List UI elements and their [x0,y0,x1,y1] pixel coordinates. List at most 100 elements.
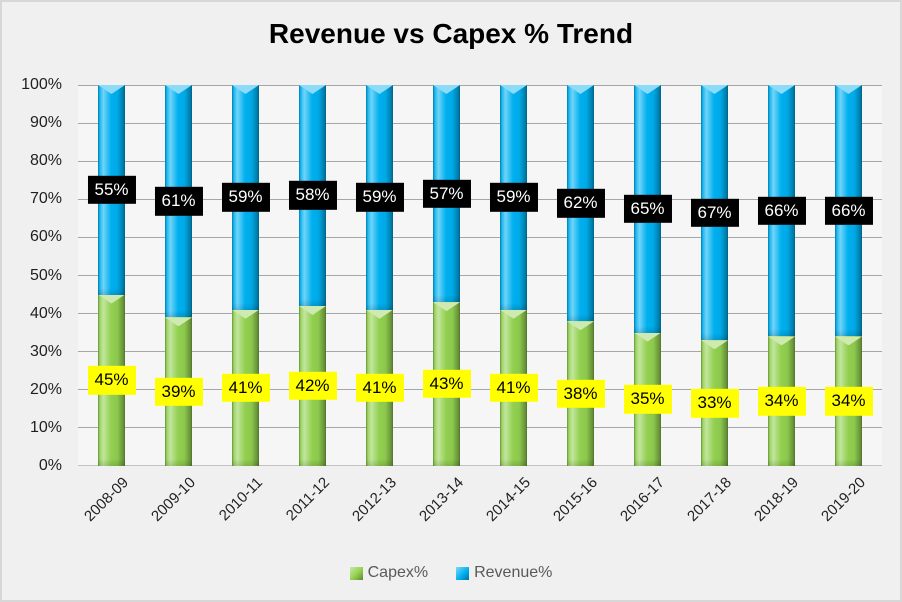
bar-bevel-highlight [433,85,460,94]
bar-bevel-highlight [768,85,795,94]
gridline [78,84,882,86]
gridline [78,122,882,124]
y-axis-tick-label: 50% [29,266,62,284]
gridline [78,313,882,315]
data-label-capex: 45% [87,366,136,395]
bar-bevel-shadow [366,458,393,466]
bar-bevel-shadow [433,295,460,303]
bar-2009-10 [165,85,192,466]
bar-2015-16 [567,85,594,466]
gridline [78,427,882,429]
bar-bevel-highlight [366,85,393,94]
bar-bevel-highlight [634,85,661,94]
plot-area: 45% 55% 39% 61% 41% 59% 42% 58% 41% 59% 43% 57% 41% 5… [78,84,882,466]
bar-bevel-highlight [500,309,527,319]
data-label-revenue: 58% [288,181,337,210]
bar-bevel-highlight [98,85,125,94]
bar-bevel-shadow [634,458,661,466]
bar-2012-13 [366,85,393,466]
gridline [78,351,882,353]
bar-bevel-highlight [500,85,527,94]
y-axis-tick-label: 40% [29,304,62,322]
bar-bevel-shadow [232,302,259,310]
x-axis-category-label: 2019-20 [817,474,869,525]
bar-bevel-highlight [299,85,326,94]
y-axis-tick-label: 10% [29,418,62,436]
bar-bevel-highlight [366,309,393,319]
bar-bevel-shadow [768,329,795,337]
bar-bevel-highlight [232,85,259,94]
bar-bevel-shadow [768,458,795,466]
gridline [78,160,882,162]
x-axis-category-label: 2018-19 [750,474,802,525]
bar-bevel-shadow [98,287,125,295]
data-label-capex: 42% [288,371,337,401]
bar-bevel-shadow [567,458,594,466]
data-label-revenue: 65% [623,194,672,224]
data-label-revenue: 59% [489,183,538,212]
data-label-capex: 41% [355,373,404,403]
x-axis-category-label: 2009-10 [147,474,199,525]
bar-bevel-shadow [165,458,192,466]
legend-label-capex: Capex% [367,564,429,581]
data-label-capex: 43% [422,369,471,399]
y-axis-tick-label: 30% [29,342,62,360]
y-axis-tick-label: 20% [29,380,62,398]
data-label-capex: 39% [154,377,203,406]
gridline [78,198,882,200]
legend-item-revenue: Revenue% [456,564,552,582]
data-label-revenue: 57% [422,179,471,208]
x-axis-category-label: 2016-17 [616,474,668,525]
data-label-revenue: 59% [221,183,270,212]
bar-bevel-highlight [165,317,192,327]
data-label-revenue: 62% [556,188,605,218]
gridline [78,236,882,238]
bar-2013-14 [433,85,460,466]
bar-bevel-shadow [232,458,259,466]
bar-bevel-shadow [500,302,527,310]
bar-bevel-shadow [835,458,862,466]
x-axis-category-label: 2014-15 [482,474,534,525]
x-axis: 2008-09 2009-10 2010-11 2011-12 2012-13 2013-… [78,466,882,544]
data-label-revenue: 55% [87,175,136,204]
data-label-revenue: 67% [690,198,739,227]
data-label-revenue: 66% [824,196,873,225]
bar-bevel-highlight [701,85,728,94]
data-label-capex: 41% [221,373,270,403]
bar-bevel-shadow [165,310,192,318]
bar-bevel-shadow [701,333,728,341]
bar-bevel-shadow [835,329,862,337]
legend-label-revenue: Revenue% [474,564,553,581]
bar-bevel-highlight [835,85,862,94]
bar-2010-11 [232,85,259,466]
x-axis-category-label: 2017-18 [683,474,735,525]
chart-title: Revenue vs Capex % Trend [268,18,634,49]
legend-swatch-capex-icon [349,566,363,580]
bar-bevel-highlight [634,332,661,342]
y-axis-tick-label: 90% [29,114,62,132]
x-axis-line [78,465,882,466]
bar-bevel-shadow [433,458,460,466]
y-axis-tick-label: 80% [29,152,62,170]
bar-bevel-shadow [500,458,527,466]
bar-bevel-shadow [366,302,393,310]
bar-bevel-highlight [567,85,594,94]
legend: Capex% Revenue% [2,558,900,588]
y-axis-tick-label: 70% [29,190,62,208]
bar-bevel-highlight [98,294,125,304]
bar-bevel-highlight [768,336,795,346]
bar-bevel-highlight [299,305,326,315]
gridline [78,389,882,391]
data-label-capex: 38% [556,379,605,408]
bar-bevel-shadow [701,458,728,466]
y-axis-tick-label: 0% [38,457,62,474]
y-axis: 100% 90% 80% 70% 60% 50% 40% 30% 20% 10% 0% [2,76,70,474]
data-label-revenue: 61% [154,187,203,216]
bar-bevel-highlight [232,309,259,319]
x-axis-category-label: 2013-14 [415,474,467,525]
x-axis-category-label: 2015-16 [549,474,601,525]
bar-bevel-shadow [634,325,661,333]
bar-2014-15 [500,85,527,466]
bar-bevel-highlight [433,302,460,312]
